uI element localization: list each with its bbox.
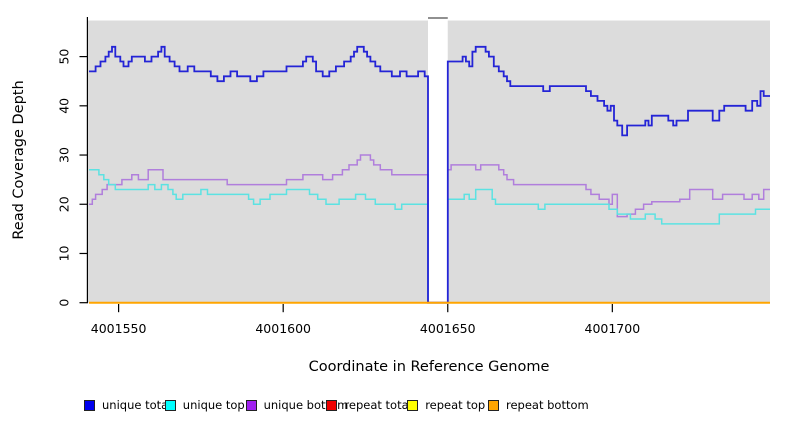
legend-swatch-icon xyxy=(245,399,257,411)
x-tick-label: 4001700 xyxy=(585,321,641,336)
legend-item-repeat-total: repeat total xyxy=(326,396,412,414)
legend-swatch-icon xyxy=(407,399,419,411)
legend-item-repeat-bottom: repeat bottom xyxy=(488,396,589,414)
legend-label: repeat top xyxy=(425,398,486,412)
series-line-unique-total xyxy=(89,45,770,304)
y-axis-title: Read Coverage Depth xyxy=(11,80,27,239)
y-tick-label: 10 xyxy=(57,245,72,261)
legend-label: repeat total xyxy=(344,398,412,412)
legend-label: repeat bottom xyxy=(506,398,589,412)
y-tick-label: 20 xyxy=(57,196,72,212)
legend-item-repeat-top: repeat top xyxy=(407,396,485,414)
coverage-gap xyxy=(428,17,448,303)
x-axis-title: Coordinate in Reference Genome xyxy=(309,359,550,375)
y-tick-label: 50 xyxy=(57,49,72,65)
legend-swatch-icon xyxy=(326,399,338,411)
x-tick-label: 4001650 xyxy=(420,321,476,336)
legend-item-unique-top: unique top xyxy=(164,396,245,414)
legend-swatch-icon xyxy=(488,399,499,411)
legend: unique total unique top unique bottom repea… xyxy=(0,396,792,418)
y-tick-label: 40 xyxy=(57,98,72,114)
legend-label: unique top xyxy=(182,398,245,412)
legend-swatch-icon xyxy=(84,399,95,411)
y-tick-label: 30 xyxy=(57,147,72,163)
x-tick-label: 4001600 xyxy=(255,321,311,336)
legend-item-unique-total: unique total xyxy=(84,396,171,414)
y-tick-label: 0 xyxy=(57,299,72,307)
legend-label: unique total xyxy=(102,398,172,412)
legend-swatch-icon xyxy=(164,399,176,411)
series-line-unique-bottom xyxy=(89,154,770,304)
series-line-unique-top xyxy=(89,169,770,304)
x-tick-label: 4001550 xyxy=(91,321,147,336)
